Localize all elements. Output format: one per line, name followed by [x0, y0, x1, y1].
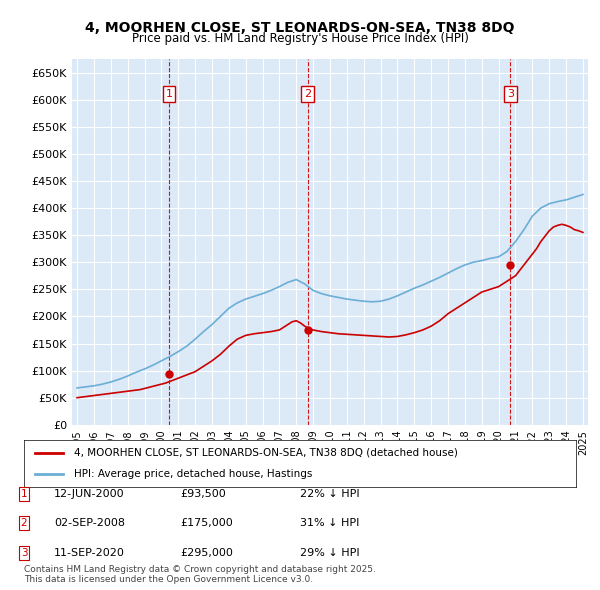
Text: 3: 3	[507, 89, 514, 99]
Text: 11-SEP-2020: 11-SEP-2020	[54, 548, 125, 558]
Text: 31% ↓ HPI: 31% ↓ HPI	[300, 519, 359, 528]
Text: £295,000: £295,000	[180, 548, 233, 558]
Text: 2: 2	[20, 519, 28, 528]
Text: 1: 1	[20, 489, 28, 499]
Text: 22% ↓ HPI: 22% ↓ HPI	[300, 489, 359, 499]
Text: HPI: Average price, detached house, Hastings: HPI: Average price, detached house, Hast…	[74, 468, 312, 478]
Text: 3: 3	[20, 548, 28, 558]
Text: 12-JUN-2000: 12-JUN-2000	[54, 489, 125, 499]
Text: Contains HM Land Registry data © Crown copyright and database right 2025.
This d: Contains HM Land Registry data © Crown c…	[24, 565, 376, 584]
Text: Price paid vs. HM Land Registry's House Price Index (HPI): Price paid vs. HM Land Registry's House …	[131, 32, 469, 45]
Text: 1: 1	[166, 89, 172, 99]
Text: 4, MOORHEN CLOSE, ST LEONARDS-ON-SEA, TN38 8DQ (detached house): 4, MOORHEN CLOSE, ST LEONARDS-ON-SEA, TN…	[74, 448, 458, 458]
Text: 2: 2	[304, 89, 311, 99]
Text: 4, MOORHEN CLOSE, ST LEONARDS-ON-SEA, TN38 8DQ: 4, MOORHEN CLOSE, ST LEONARDS-ON-SEA, TN…	[85, 21, 515, 35]
Text: 02-SEP-2008: 02-SEP-2008	[54, 519, 125, 528]
Text: 29% ↓ HPI: 29% ↓ HPI	[300, 548, 359, 558]
Text: £93,500: £93,500	[180, 489, 226, 499]
Text: £175,000: £175,000	[180, 519, 233, 528]
